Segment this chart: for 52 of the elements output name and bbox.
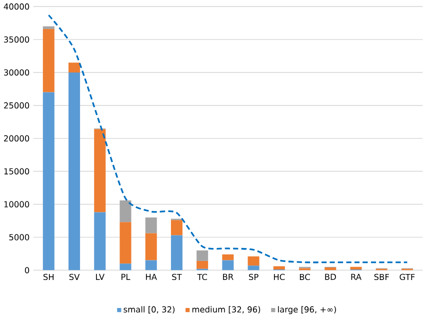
x-tick-label: HA [146,274,157,280]
bar [94,212,106,270]
y-tick-label: 5000 [9,234,30,240]
line-series [48,14,408,264]
bar [120,264,132,270]
y-tick-label: 25000 [4,102,30,108]
x-tick-label: BR [223,274,234,280]
bar [42,26,54,29]
bar [145,217,157,234]
y-tick-label: 0 [24,267,30,274]
bar [170,235,182,270]
bar [145,233,157,260]
x-tick-label: LV [96,274,104,280]
bar [248,256,260,266]
bar [94,129,106,212]
x-tick-label: PL [122,274,130,280]
x-tick-label: SBF [374,274,389,280]
bar [42,28,54,92]
legend-label: small [0, 32) [124,306,175,314]
bar [273,266,285,270]
x-tick-label: BD [325,274,336,280]
y-tick-label: 15000 [4,168,30,174]
x-tick-label: HC [274,274,285,280]
x-tick-label: SV [69,274,80,280]
x-tick-label: TC [197,274,208,280]
bar [145,260,157,270]
bar [196,260,208,269]
bar [120,222,132,264]
bar [68,62,80,72]
y-tick-label: 35000 [4,36,30,43]
bar [170,220,182,236]
x-tick-label: ST [172,274,182,280]
bar [42,92,54,270]
bar [222,254,234,260]
bar [196,250,208,261]
legend-label: medium [32, 96) [192,306,260,314]
y-tick-label: 40000 [4,3,30,10]
y-tick-label: 10000 [4,201,30,208]
bar [222,260,234,270]
bar [350,266,362,270]
y-tick-label: 30000 [4,69,30,76]
x-tick-label: BC [300,274,310,280]
bar [324,268,336,270]
x-tick-label: SP [249,274,258,280]
bar [68,72,80,270]
bar [248,266,260,270]
legend-label: large [96, +∞) [278,306,336,314]
x-tick-label: GTF [400,274,415,280]
x-tick-label: RA [351,274,362,280]
y-tick-label: 20000 [4,135,30,142]
x-tick-label: SH [43,274,54,280]
bar [120,200,132,222]
